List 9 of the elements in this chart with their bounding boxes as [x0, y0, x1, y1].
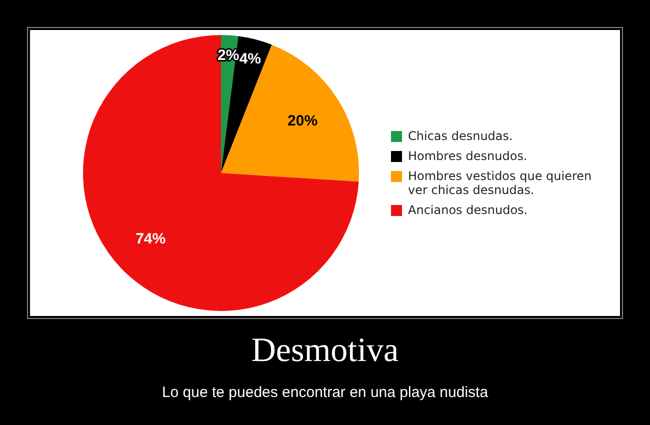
legend-label: Hombres desnudos. [408, 149, 528, 163]
text: Desmotiva [250, 332, 400, 370]
data-label: 4% [239, 50, 262, 68]
legend-label: Ancianos desnudos. [408, 203, 528, 217]
data-label: 20% [288, 112, 318, 130]
data-label: 74% [136, 230, 166, 248]
text: Lo que te puedes encontrar en una playa nudista [160, 384, 490, 401]
legend-label: Chicas desnudas. [408, 129, 513, 143]
legend-label: Hombres vestidos que quieren ver chicas desnudas. [408, 169, 593, 197]
